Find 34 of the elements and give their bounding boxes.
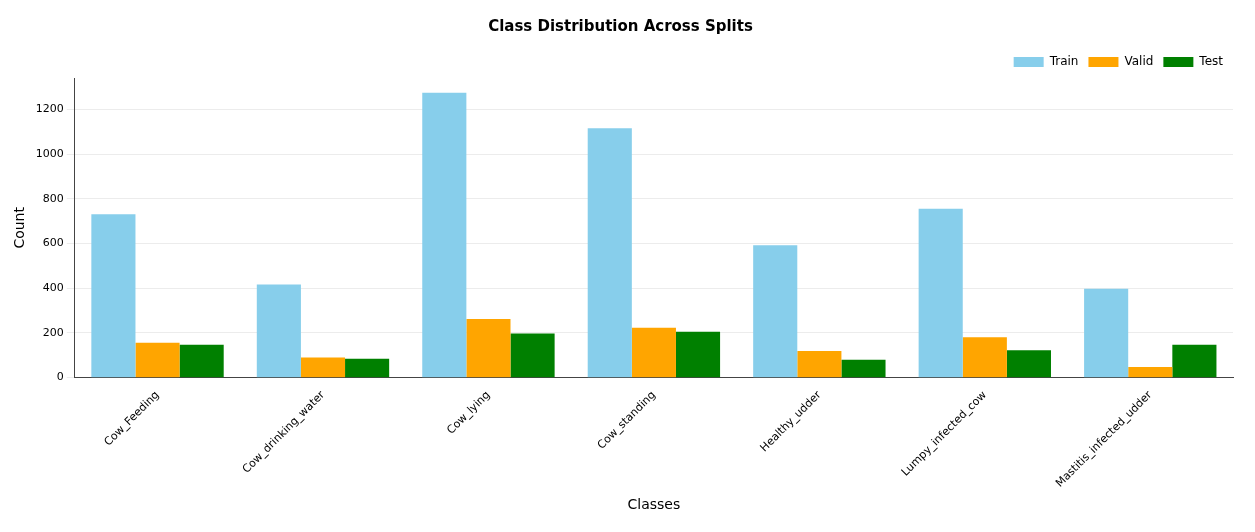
- bar: [91, 214, 136, 378]
- bar: [587, 128, 632, 378]
- bar: [466, 319, 511, 378]
- chart-title: Class Distribution Across Splits: [488, 16, 753, 35]
- y-tick-label: 400: [42, 281, 64, 295]
- bar: [631, 327, 676, 378]
- bar: [1128, 367, 1173, 378]
- bar: [797, 351, 842, 378]
- y-tick-label: 0: [56, 370, 64, 384]
- bar: [300, 357, 346, 378]
- bar: [510, 333, 555, 378]
- bar: [135, 342, 180, 378]
- y-tick-label: 200: [42, 325, 64, 339]
- bar: [422, 92, 467, 378]
- bar: [841, 359, 886, 378]
- y-tick-label: 1000: [35, 146, 64, 160]
- bar: [1006, 350, 1051, 378]
- y-tick-label: 1200: [35, 102, 64, 116]
- bar: [753, 245, 798, 378]
- bar: [675, 331, 721, 378]
- bar: [256, 284, 301, 378]
- bar: [345, 358, 390, 378]
- bar: [1084, 288, 1129, 378]
- bar: [962, 337, 1007, 378]
- x-axis-title: Classes: [627, 496, 681, 513]
- y-tick-label: 600: [42, 236, 64, 250]
- bar: [1172, 344, 1217, 378]
- y-tick-label: 800: [42, 191, 64, 205]
- bar: [918, 208, 963, 378]
- legend-label: Test: [1198, 54, 1224, 69]
- y-axis-title: Count: [11, 206, 28, 249]
- legend-label: Train: [1048, 54, 1079, 69]
- bar: [179, 344, 224, 378]
- legend-label: Valid: [1124, 54, 1154, 69]
